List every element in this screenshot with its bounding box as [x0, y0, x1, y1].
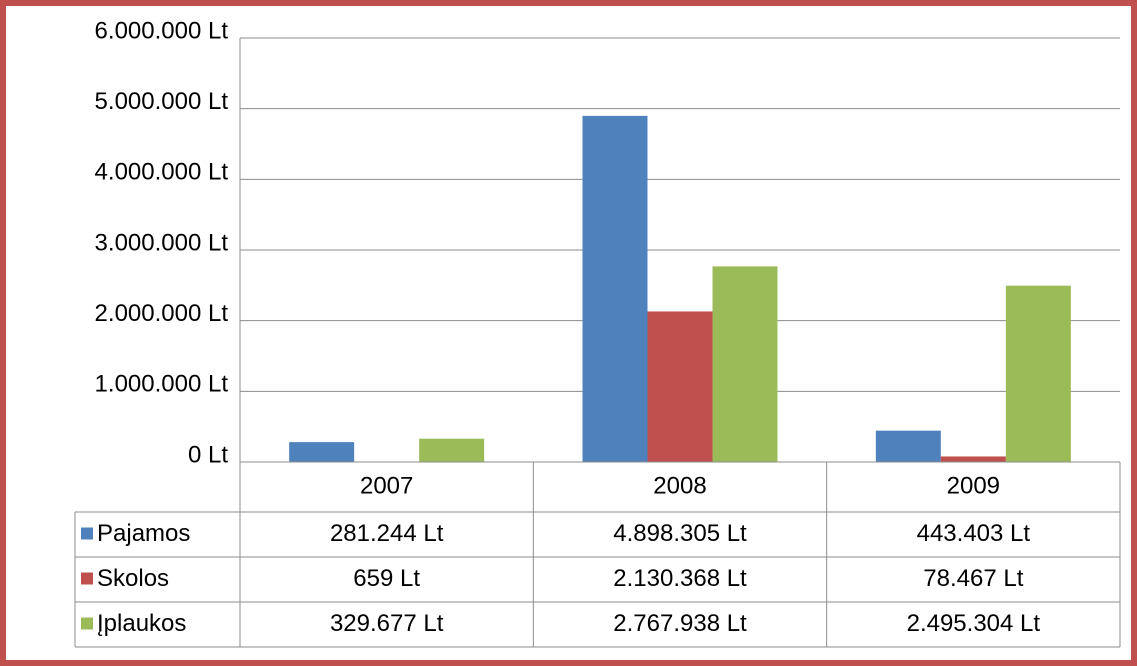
table-value: 281.244 Lt: [330, 520, 444, 547]
y-tick-label: 5.000.000 Lt: [95, 88, 229, 115]
table-value: 659 Lt: [353, 565, 420, 592]
y-tick-label: 6.000.000 Lt: [95, 17, 229, 44]
legend-label: Skolos: [97, 565, 169, 592]
chart-area: [6, 6, 1131, 660]
bar: [1005, 285, 1071, 462]
x-tick-label: 2009: [947, 472, 1000, 499]
table-value: 443.403 Lt: [917, 520, 1031, 547]
bar: [419, 438, 485, 462]
table-value: 2.767.938 Lt: [613, 610, 747, 637]
bar: [940, 456, 1006, 462]
y-tick-label: 1.000.000 Lt: [95, 371, 229, 398]
table-value: 329.677 Lt: [330, 610, 444, 637]
table-value: 2.495.304 Lt: [907, 610, 1041, 637]
legend-label: Įplaukos: [97, 610, 186, 637]
table-value: 4.898.305 Lt: [613, 520, 747, 547]
y-tick-label: 3.000.000 Lt: [95, 229, 229, 256]
bar: [712, 266, 778, 462]
legend-key: [81, 617, 93, 630]
table-value: 78.467 Lt: [923, 565, 1023, 592]
y-tick-label: 4.000.000 Lt: [95, 159, 229, 186]
legend-key: [81, 572, 93, 585]
bar: [875, 430, 941, 462]
table-value: 2.130.368 Lt: [613, 565, 747, 592]
legend-label: Pajamos: [97, 520, 190, 547]
x-tick-label: 2007: [360, 472, 413, 499]
x-tick-label: 2008: [653, 472, 706, 499]
y-tick-label: 0 Lt: [188, 441, 228, 468]
y-tick-label: 2.000.000 Lt: [95, 300, 229, 327]
legend-key: [81, 527, 93, 540]
bar: [582, 115, 648, 462]
bar: [647, 311, 713, 462]
bar: [289, 442, 355, 462]
